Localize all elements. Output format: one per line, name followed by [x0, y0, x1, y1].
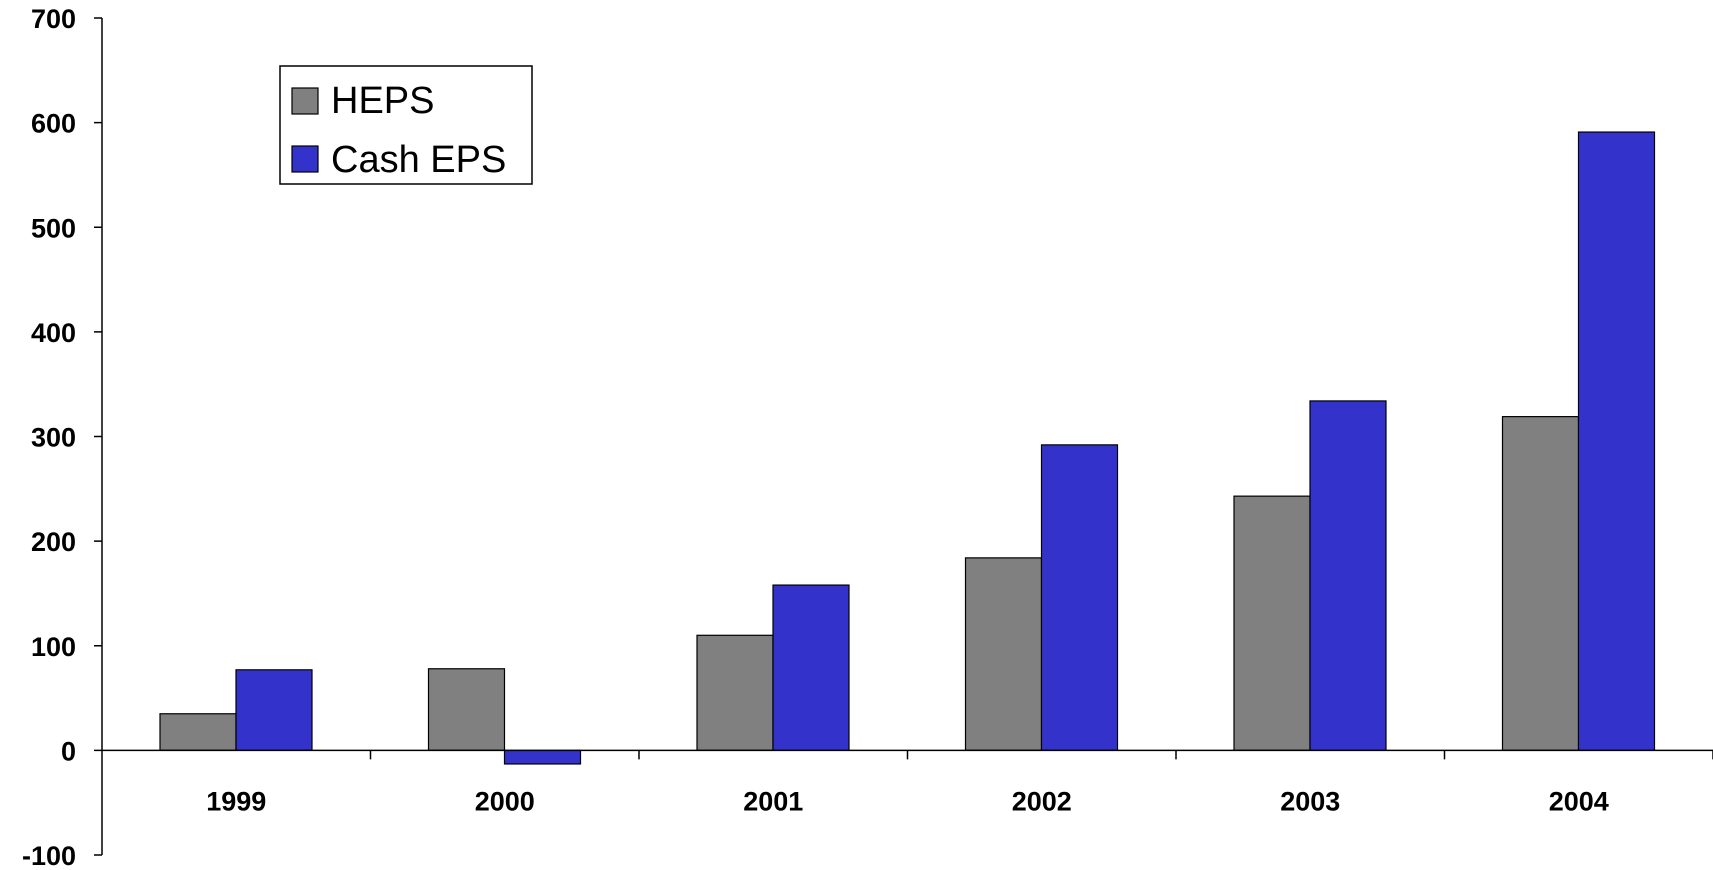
y-tick-label: 200	[31, 527, 76, 557]
bar-cash-eps-2001	[772, 584, 850, 751]
bar-cash-eps-2002	[1040, 444, 1119, 751]
legend-swatch-cash-eps	[291, 145, 319, 173]
y-ticks: 700 600 500 400 300 200 100 0 -100	[22, 4, 102, 870]
legend: HEPS Cash EPS	[279, 65, 533, 185]
y-tick-label: 100	[31, 632, 76, 662]
x-ticks: 1999 2000 2001 2002 2003 2004	[206, 750, 1713, 816]
bar-cash-eps-2004	[1577, 131, 1656, 751]
x-tick-label: 2001	[743, 786, 803, 816]
bar-heps-2001	[696, 634, 774, 751]
x-tick-label: 2000	[475, 786, 535, 816]
y-tick-label: 700	[31, 4, 76, 34]
y-tick-label: -100	[22, 841, 76, 870]
bars	[159, 131, 1656, 765]
x-tick-label: 1999	[206, 786, 266, 816]
legend-swatch-heps	[291, 87, 319, 115]
x-tick-label: 2003	[1280, 786, 1340, 816]
y-tick-label: 600	[31, 109, 76, 139]
bar-heps-2003	[1233, 495, 1311, 751]
legend-label-heps: HEPS	[331, 80, 434, 122]
bar-heps-2004	[1501, 416, 1580, 751]
x-tick-label: 2002	[1012, 786, 1072, 816]
legend-box	[279, 65, 533, 185]
y-tick-label: 0	[61, 736, 76, 766]
y-tick-label: 300	[31, 423, 76, 453]
bar-cash-eps-2000	[503, 749, 582, 765]
y-tick-label: 400	[31, 318, 76, 348]
x-tick-label: 2004	[1549, 786, 1609, 816]
y-tick-label: 500	[31, 213, 76, 243]
legend-label-cash-eps: Cash EPS	[331, 139, 506, 181]
bar-heps-2000	[427, 668, 506, 751]
bar-heps-1999	[159, 713, 237, 751]
bar-heps-2002	[964, 557, 1043, 751]
bar-cash-eps-1999	[235, 669, 313, 751]
bar-cash-eps-2003	[1309, 400, 1387, 751]
